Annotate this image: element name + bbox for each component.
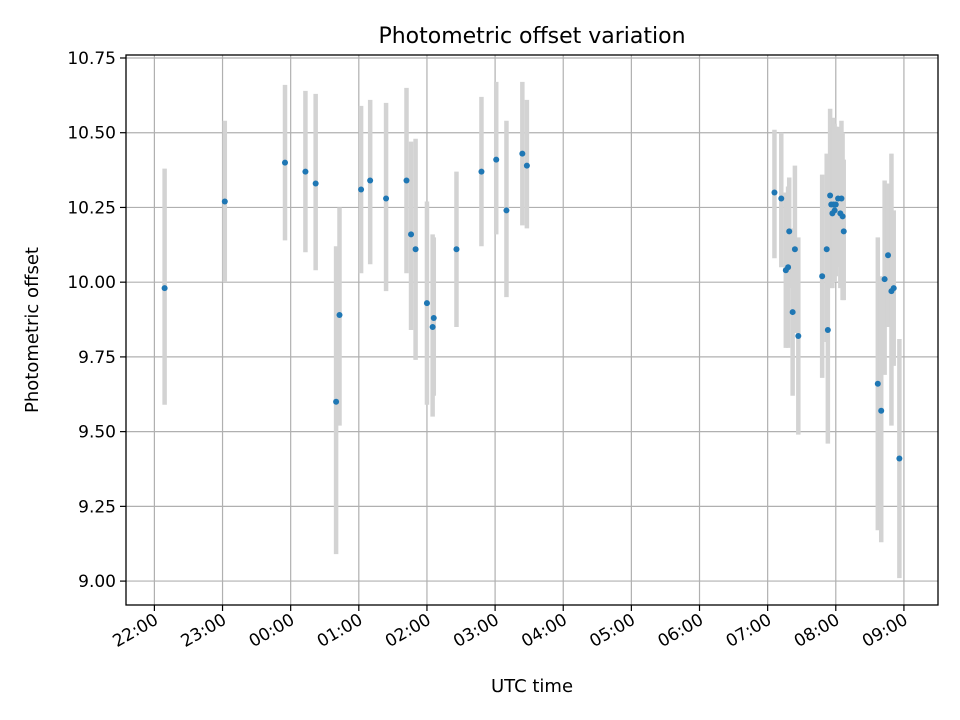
data-point [786,228,793,235]
data-point [771,189,778,196]
data-point [896,455,903,462]
y-tick-label: 9.00 [78,572,116,592]
data-point [423,300,430,307]
y-axis-label: Photometric offset [22,247,43,413]
chart-title: Photometric offset variation [378,24,685,49]
x-axis-label: UTC time [491,676,573,697]
data-point [358,186,365,193]
data-point [839,213,846,220]
data-point [221,198,228,205]
data-point [523,162,530,169]
data-point [838,195,845,202]
y-tick-label: 9.75 [78,348,116,368]
data-point [429,324,436,331]
y-tick-label: 9.50 [78,423,116,443]
data-point [161,285,168,292]
data-point [333,398,340,405]
data-point [408,231,415,238]
y-tick-label: 10.25 [67,198,116,218]
data-point [478,168,485,175]
data-point [831,207,838,214]
data-point [795,332,802,339]
data-point [430,315,437,322]
data-point [367,177,374,184]
data-point [832,201,839,208]
y-tick-label: 10.75 [67,49,116,69]
data-point [823,246,830,253]
y-tick-label: 10.00 [67,273,116,293]
data-point [453,246,460,253]
data-point [336,312,343,319]
data-point [785,264,792,271]
data-point [519,150,526,157]
data-point [493,156,500,163]
data-point [403,177,410,184]
data-point [312,180,319,187]
data-points [161,150,903,462]
data-point [890,285,897,292]
data-point [827,192,834,199]
data-point [840,228,847,235]
data-point [819,273,826,280]
data-point [383,195,390,202]
data-point [503,207,510,214]
grid [126,55,938,605]
data-point [281,159,288,166]
data-point [778,195,785,202]
data-point [791,246,798,253]
y-tick-label: 9.25 [78,497,116,517]
data-point [874,380,881,387]
data-point [302,168,309,175]
data-point [412,246,419,253]
data-point [824,327,831,333]
data-point [885,252,892,259]
data-point [881,276,888,283]
plot-frame [125,54,939,606]
data-point [878,407,885,414]
data-point [789,309,796,316]
y-tick-label: 10.50 [67,124,116,144]
